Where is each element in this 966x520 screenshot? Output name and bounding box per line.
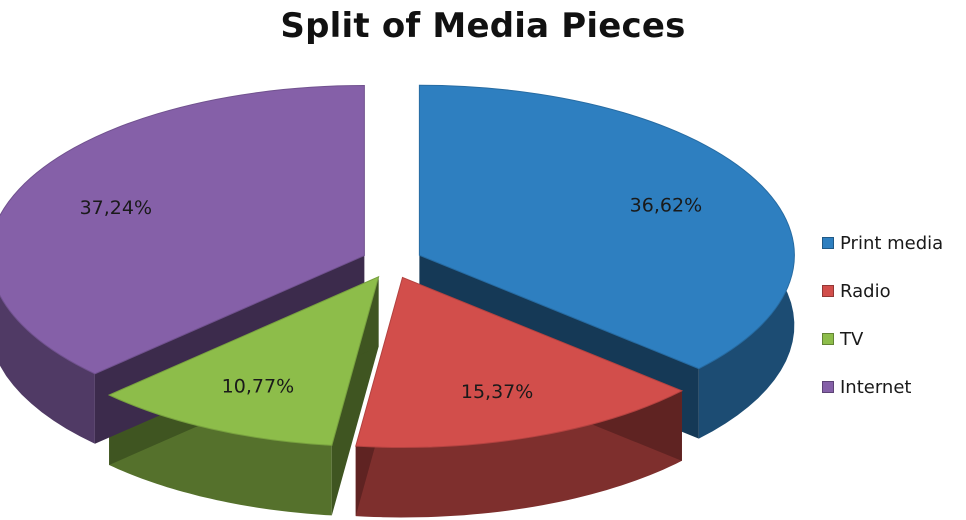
legend-swatch — [822, 285, 834, 297]
data-label: 37,24% — [80, 197, 152, 219]
legend-item: Internet — [822, 376, 962, 398]
legend-swatch — [822, 237, 834, 249]
legend-label: Print media — [840, 232, 944, 254]
legend-item: TV — [822, 328, 962, 350]
legend-label: TV — [840, 328, 864, 350]
data-label: 15,37% — [461, 381, 533, 403]
data-label: 36,62% — [630, 194, 702, 216]
legend-item: Radio — [822, 280, 962, 302]
pie-slice-print-media — [418, 84, 795, 370]
legend: Print media Radio TV Internet — [822, 232, 962, 426]
pie-slice-radio — [355, 276, 684, 448]
pie-slice-internet — [0, 85, 365, 375]
chart-title: Split of Media Pieces — [280, 6, 686, 46]
legend-label: Internet — [840, 376, 912, 398]
legend-swatch — [822, 381, 834, 393]
legend-swatch — [822, 333, 834, 345]
pie-slice-tv — [107, 275, 380, 446]
data-label: 10,77% — [222, 375, 294, 397]
legend-item: Print media — [822, 232, 962, 254]
legend-label: Radio — [840, 280, 891, 302]
